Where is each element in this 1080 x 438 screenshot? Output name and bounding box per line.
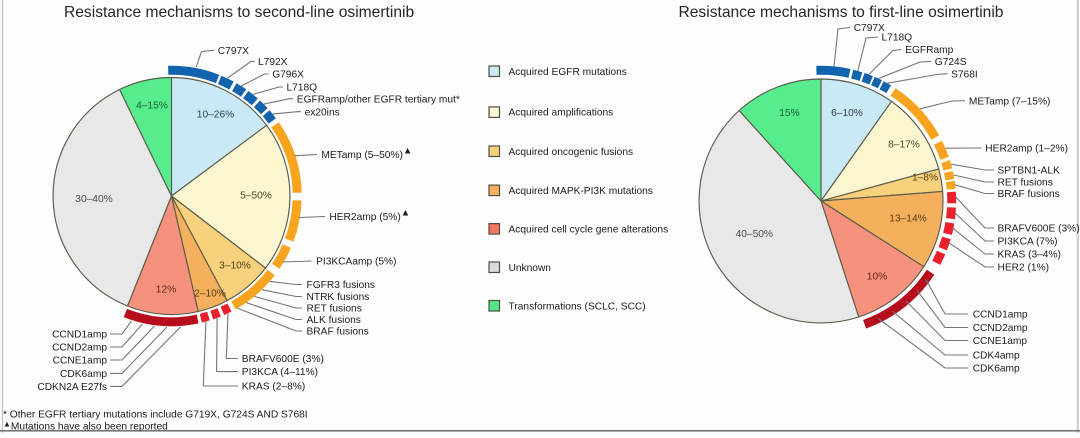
svg-text:Transformations (SCLC, SCC): Transformations (SCLC, SCC) (509, 301, 646, 312)
svg-text:8–17%: 8–17% (888, 140, 920, 151)
svg-text:15%: 15% (779, 108, 799, 119)
svg-text:Acquired cell cycle gene alter: Acquired cell cycle gene alterations (509, 224, 669, 235)
svg-text:3–10%: 3–10% (219, 261, 251, 272)
svg-text:▲Mutations have also been repo: ▲Mutations have also been reported (3, 420, 168, 433)
svg-text:1–8%: 1–8% (912, 173, 938, 184)
svg-text:CDK6amp: CDK6amp (60, 369, 107, 380)
svg-text:ex20ins: ex20ins (305, 107, 340, 118)
svg-text:C797X: C797X (218, 46, 249, 57)
svg-text:C797X: C797X (854, 23, 885, 34)
svg-text:S768I: S768I (951, 69, 978, 80)
svg-text:L718Q: L718Q (287, 83, 318, 94)
svg-text:CCNE1amp: CCNE1amp (973, 336, 1028, 347)
svg-text:Acquired amplifications: Acquired amplifications (509, 108, 614, 119)
svg-text:Unknown: Unknown (509, 263, 551, 274)
svg-text:HER2amp (5%)▲: HER2amp (5%)▲ (329, 208, 410, 223)
svg-text:Resistance mechanisms to secon: Resistance mechanisms to second-line osi… (64, 4, 414, 21)
svg-text:KRAS (3–4%): KRAS (3–4%) (998, 250, 1061, 261)
svg-text:Acquired MAPK-PI3K mutations: Acquired MAPK-PI3K mutations (509, 186, 653, 197)
svg-text:PI3KCA (7%): PI3KCA (7%) (998, 237, 1058, 248)
svg-text:PI3KCA (4–11%): PI3KCA (4–11%) (242, 367, 318, 378)
svg-text:6–10%: 6–10% (831, 108, 863, 119)
svg-text:BRAFV600E (3%): BRAFV600E (3%) (998, 224, 1080, 235)
svg-text:BRAF fusions: BRAF fusions (307, 327, 369, 338)
svg-text:PI3KCAamp (5%): PI3KCAamp (5%) (316, 257, 396, 268)
svg-text:CDK4amp: CDK4amp (973, 351, 1020, 362)
svg-text:13–14%: 13–14% (889, 214, 926, 225)
svg-text:CCND1amp: CCND1amp (973, 310, 1028, 321)
svg-text:CCND2amp: CCND2amp (52, 343, 107, 354)
svg-text:NTRK fusions: NTRK fusions (307, 292, 370, 303)
svg-text:Acquired oncogenic fusions: Acquired oncogenic fusions (509, 147, 634, 158)
svg-text:CDK6amp: CDK6amp (973, 364, 1020, 375)
svg-text:4–15%: 4–15% (136, 101, 168, 112)
svg-text:Resistance mechanisms to first: Resistance mechanisms to first-line osim… (679, 4, 1004, 21)
svg-text:5–50%: 5–50% (240, 191, 272, 202)
svg-text:2–10%: 2–10% (194, 289, 226, 300)
svg-text:METamp (5–50%)▲: METamp (5–50%)▲ (321, 146, 412, 161)
svg-text:40–50%: 40–50% (736, 229, 773, 240)
svg-text:BRAF fusions: BRAF fusions (998, 189, 1060, 200)
svg-text:BRAFV600E (3%): BRAFV600E (3%) (242, 354, 324, 365)
svg-text:G796X: G796X (272, 70, 304, 81)
svg-text:10–26%: 10–26% (197, 110, 234, 121)
svg-text:FGFR3 fusions: FGFR3 fusions (307, 280, 376, 291)
svg-text:CDKN2A E27fs: CDKN2A E27fs (37, 382, 107, 393)
svg-text:12%: 12% (156, 285, 176, 296)
svg-text:RET fusions: RET fusions (307, 304, 362, 315)
svg-text:ALK fusions: ALK fusions (307, 315, 361, 326)
svg-text:SPTBN1-ALK: SPTBN1-ALK (998, 166, 1060, 177)
svg-text:KRAS (2–8%): KRAS (2–8%) (242, 382, 305, 393)
svg-text:L718Q: L718Q (882, 33, 913, 44)
svg-text:CCND1amp: CCND1amp (52, 330, 107, 341)
svg-text:METamp (7–15%): METamp (7–15%) (969, 96, 1051, 107)
svg-text:Acquired EGFR mutations: Acquired EGFR mutations (509, 67, 627, 78)
svg-text:10%: 10% (867, 272, 887, 283)
svg-text:G724S: G724S (935, 57, 967, 68)
svg-text:CCND2amp: CCND2amp (973, 323, 1028, 334)
svg-text:HER2 (1%): HER2 (1%) (998, 263, 1050, 274)
svg-text:EGFRamp: EGFRamp (905, 45, 953, 56)
svg-text:CCNE1amp: CCNE1amp (53, 356, 108, 367)
svg-text:30–40%: 30–40% (75, 194, 112, 205)
svg-text:HER2amp (1–2%): HER2amp (1–2%) (985, 144, 1068, 155)
svg-text:EGFRamp/other EGFR tertiary mu: EGFRamp/other EGFR tertiary mut* (297, 94, 460, 105)
svg-text:L792X: L792X (258, 57, 288, 68)
svg-text:RET fusions: RET fusions (998, 178, 1053, 189)
svg-text:* Other EGFR tertiary mutation: * Other EGFR tertiary mutations include … (3, 409, 308, 420)
